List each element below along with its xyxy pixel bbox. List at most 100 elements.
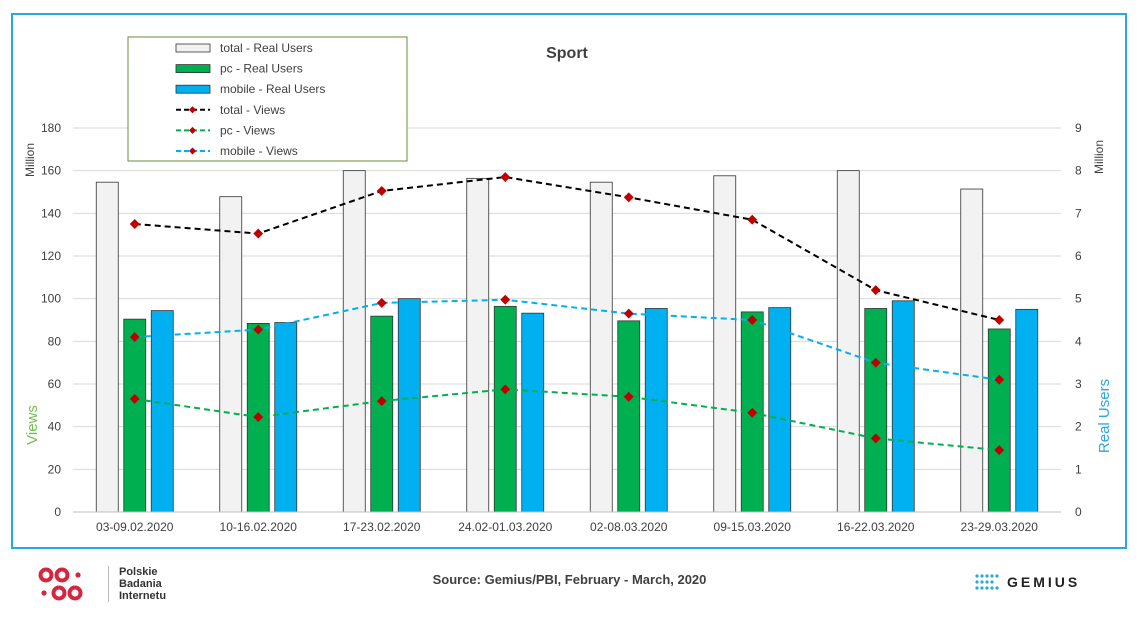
- pbi-logo-line: Badania: [119, 578, 162, 590]
- bar-total-real-users: [95, 181, 119, 513]
- gemius-logo-icon: [975, 574, 999, 590]
- gemius-logo-text: GEMIUS: [1007, 574, 1081, 590]
- line-marker: [253, 228, 264, 239]
- legend-swatch: [175, 84, 211, 94]
- bar-total-real-users: [960, 188, 984, 513]
- bar-mobile-real-users: [768, 307, 792, 513]
- legend-marker: [188, 147, 197, 155]
- line-marker: [747, 214, 758, 225]
- bar-mobile-real-users: [150, 310, 174, 513]
- bar-pc-real-users: [493, 305, 517, 513]
- x-tick-label: 10-16.02.2020: [220, 520, 298, 534]
- line-marker: [994, 374, 1005, 385]
- x-tick-label: 09-15.03.2020: [714, 520, 792, 534]
- y-left-unit: Million: [23, 143, 37, 177]
- chart-title: Sport: [546, 45, 588, 62]
- x-tick-label: 03-09.02.2020: [96, 520, 174, 534]
- line-marker: [376, 297, 387, 308]
- x-tick-label: 16-22.03.2020: [837, 520, 915, 534]
- pbi-logo-line: Internetu: [119, 590, 167, 602]
- line-marker: [129, 332, 140, 343]
- y-left-tick-label: 100: [41, 292, 61, 306]
- legend-label: pc - Views: [220, 123, 275, 137]
- line-series: [129, 172, 1005, 456]
- bar-total-real-users: [713, 175, 737, 513]
- line-marker: [994, 315, 1005, 325]
- y-left-tick-label: 0: [54, 505, 61, 519]
- line-marker: [500, 384, 511, 395]
- line-mobile-views: [134, 298, 1000, 381]
- y-right-tick-label: 6: [1075, 249, 1082, 263]
- legend-entry: total - Real Users: [175, 41, 313, 55]
- y-right-tick-label: 5: [1075, 292, 1082, 306]
- y-right-tick-label: 3: [1075, 377, 1082, 391]
- line-marker: [129, 393, 140, 404]
- x-tick-label: 17-23.02.2020: [343, 520, 421, 534]
- legend-swatch: [175, 43, 211, 53]
- chart: 0 20 40 60 80 100 120 140 160 180 0 1 2 3 4 5 6 7 8 9 03-09.…: [23, 36, 1113, 534]
- legend-entry: pc - Views: [176, 123, 275, 137]
- line-marker: [623, 192, 634, 203]
- legend-label: mobile - Views: [220, 144, 298, 158]
- legend-label: total - Real Users: [220, 41, 313, 55]
- x-tick-label: 24.02-01.03.2020: [458, 520, 552, 534]
- bar-mobile-real-users: [521, 312, 545, 513]
- line-total-views: [134, 176, 1000, 321]
- source-note: Source: Gemius/PBI, February - March, 20…: [432, 572, 707, 587]
- legend-label: pc - Real Users: [220, 62, 303, 76]
- y-left-tick-label: 20: [48, 462, 62, 476]
- pbi-logo-icon: [38, 567, 83, 601]
- line-marker: [870, 357, 881, 368]
- line-marker: [376, 185, 387, 196]
- bar-pc-real-users: [370, 315, 394, 513]
- y-left-tick-label: 60: [48, 377, 62, 391]
- bar-total-real-users: [466, 177, 490, 513]
- y-left-tick-label: 120: [41, 249, 61, 263]
- pbi-logo: Polskie Badania Internetu: [38, 566, 166, 602]
- bar-total-real-users: [589, 181, 613, 513]
- y-right-unit: Million: [1092, 140, 1106, 174]
- line-marker: [747, 407, 758, 418]
- pbi-logo-line: Polskie: [119, 566, 158, 578]
- bar-pc-real-users: [617, 320, 641, 513]
- y-left-tick-label: 80: [48, 334, 62, 348]
- legend-entry: pc - Real Users: [175, 62, 303, 76]
- chart-frame: 0 20 40 60 80 100 120 140 160 180 0 1 2 3 4 5 6 7 8 9 03-09.…: [11, 13, 1127, 549]
- legend-marker: [188, 126, 197, 134]
- y-right-tick-label: 8: [1075, 164, 1082, 178]
- y-left-tick-label: 140: [41, 206, 61, 220]
- legend-entry: mobile - Real Users: [175, 82, 325, 96]
- bar-total-real-users: [836, 170, 860, 513]
- y-right-label: Real Users: [1096, 379, 1113, 453]
- y-right-tick-label: 0: [1075, 505, 1082, 519]
- line-marker: [376, 396, 387, 407]
- bar-total-real-users: [219, 196, 243, 513]
- bar-total-real-users: [342, 170, 366, 513]
- line-marker: [623, 391, 634, 402]
- line-marker: [994, 445, 1005, 456]
- legend-label: mobile - Real Users: [220, 82, 325, 96]
- bar-mobile-real-users: [274, 322, 298, 513]
- gemius-logo: GEMIUS: [975, 574, 1080, 590]
- bars: [95, 170, 1039, 513]
- axes: 0 20 40 60 80 100 120 140 160 180 0 1 2 3 4 5 6 7 8 9 03-09.…: [41, 121, 1082, 534]
- bar-mobile-real-users: [891, 300, 915, 513]
- legend-label: total - Views: [220, 103, 285, 117]
- y-left-label: Views: [24, 405, 41, 445]
- legend-entry: total - Views: [176, 103, 285, 117]
- y-left-tick-label: 180: [41, 121, 61, 135]
- line-marker: [500, 172, 511, 183]
- legend-swatch: [175, 64, 211, 73]
- line-marker: [129, 219, 140, 229]
- bar-mobile-real-users: [644, 308, 668, 513]
- legend: total - Real Users pc - Real Users mobile …: [127, 36, 408, 162]
- line-marker: [623, 308, 634, 319]
- line-marker: [870, 433, 881, 444]
- legend-entry: mobile - Views: [176, 144, 298, 158]
- x-tick-label: 23-29.03.2020: [961, 520, 1039, 534]
- legend-box: [127, 36, 408, 162]
- bar-mobile-real-users: [1015, 308, 1039, 513]
- line-marker: [747, 315, 758, 325]
- x-tick-label: 02-08.03.2020: [590, 520, 668, 534]
- bar-pc-real-users: [123, 318, 147, 513]
